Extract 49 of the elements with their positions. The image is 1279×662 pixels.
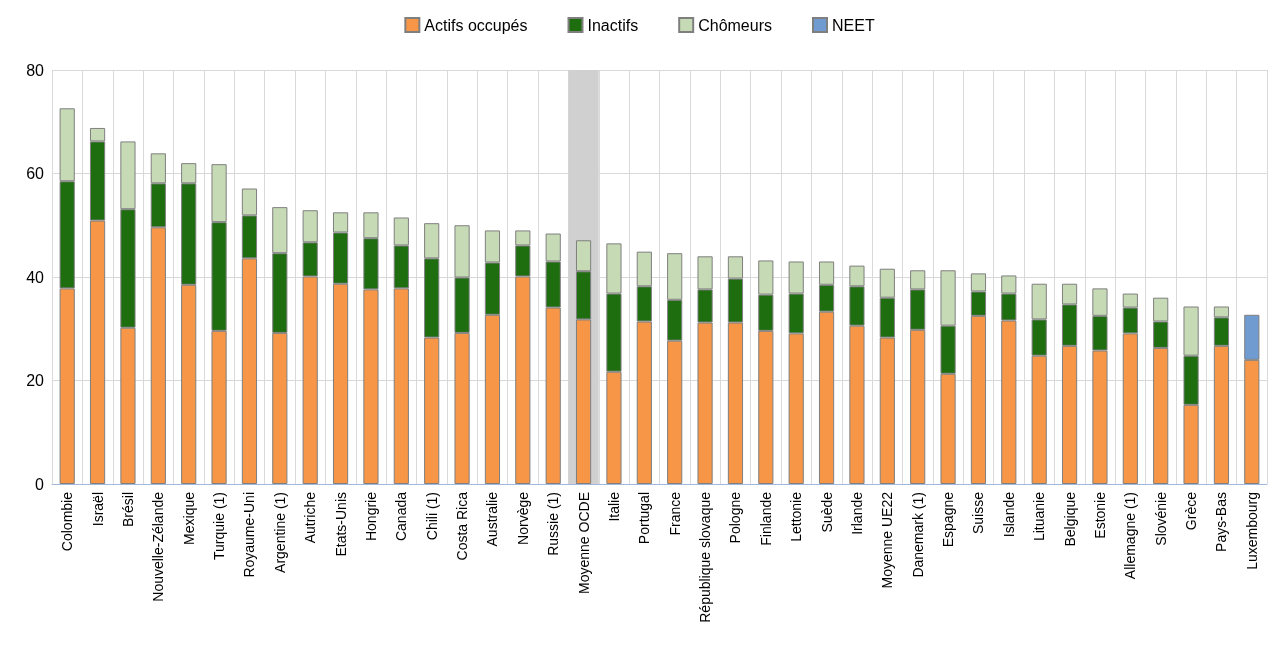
x-tick-label: Lituanie (1031, 491, 1048, 542)
x-tick-label: Hongrie (362, 491, 379, 542)
x-tick-label: Moyenne OCDE (575, 492, 592, 594)
x-tick-label: Irlande (848, 491, 865, 535)
x-tick-label: Finlande (757, 491, 774, 546)
x-tick-label: Estonie (1091, 491, 1108, 539)
x-tick-label: Espagne (940, 491, 957, 548)
x-tick-label: Brésil (119, 492, 136, 528)
x-tick-label: Etats-Unis (332, 492, 349, 557)
legend-label: Inactifs (587, 16, 639, 34)
x-tick-label: Norvège (514, 491, 531, 545)
y-tick-label: 0 (35, 475, 45, 493)
x-tick-label: Slovénie (1152, 491, 1169, 546)
x-tick-label: Suède (818, 491, 835, 533)
x-tick-label: Nouvelle-Zélande (150, 491, 167, 602)
x-tick-label: Suisse (970, 491, 987, 535)
x-tick-label: Lettonie (788, 491, 805, 542)
x-tick-label: Costa Rica (454, 491, 471, 561)
x-tick-label: Portugal (636, 492, 653, 545)
x-tick-label: Mexique (180, 491, 197, 545)
x-tick-label: Russie (1) (545, 492, 562, 556)
x-tick-label: Pays-Bas (1213, 492, 1230, 552)
x-tick-label: Israël (89, 492, 106, 527)
x-tick-label: Autriche (302, 491, 319, 544)
x-tick-label: Turquie (1) (211, 492, 228, 560)
x-tick-label: Grèce (1183, 491, 1200, 531)
x-tick-label: Argentine (1) (271, 492, 288, 573)
y-tick-label: 40 (26, 268, 45, 286)
x-tick-label: Belgique (1061, 491, 1078, 547)
legend-label: Actifs occupés (424, 16, 528, 34)
legend-label: NEET (831, 16, 875, 34)
x-tick-label: Pologne (727, 491, 744, 544)
x-tick-label: Allemagne (1) (1122, 492, 1139, 580)
y-tick-label: 20 (26, 372, 45, 389)
x-tick-label: Chili (1) (423, 492, 440, 541)
x-tick-label: Luxembourg (1243, 492, 1260, 570)
legend-label: Chômeurs (698, 16, 772, 34)
y-tick-label: 80 (26, 61, 45, 79)
x-tick-label: Italie (605, 491, 622, 522)
y-tick-label: 60 (26, 165, 45, 182)
x-tick-label: Australie (484, 491, 501, 547)
x-tick-label: République slovaque (697, 491, 714, 623)
x-tick-label: Islande (1000, 491, 1017, 538)
x-tick-label: Royaume-Uni (241, 492, 258, 578)
x-tick-label: Moyenne UE22 (879, 491, 896, 589)
x-tick-label: Canada (393, 491, 410, 542)
x-tick-label: Colombie (59, 491, 76, 552)
x-tick-label: France (666, 491, 683, 536)
x-tick-label: Danemark (1) (909, 492, 926, 578)
